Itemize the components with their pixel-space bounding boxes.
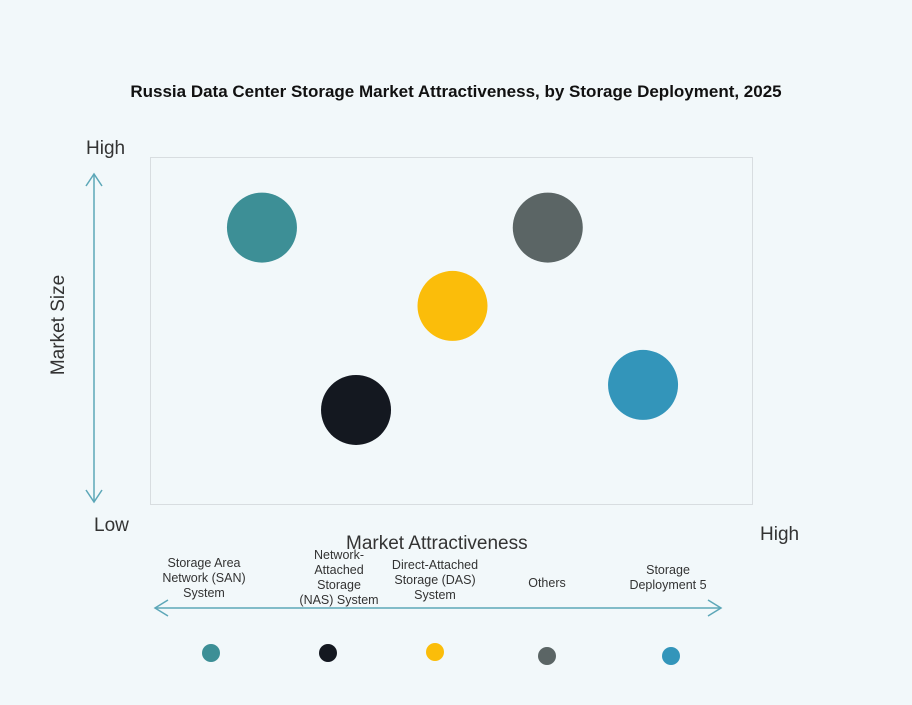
plot-area bbox=[150, 157, 753, 505]
legend-label-2: Direct-Attached Storage (DAS) System bbox=[391, 558, 479, 602]
legend-label-1: Network-Attached Storage (NAS) System bbox=[299, 548, 379, 607]
chart-title: Russia Data Center Storage Market Attrac… bbox=[130, 82, 782, 101]
legend-label-4: Storage Deployment 5 bbox=[629, 563, 707, 592]
legend-label-3: Others bbox=[528, 576, 566, 590]
x-high-label: High bbox=[760, 524, 800, 545]
y-high-label: High bbox=[86, 138, 126, 159]
bubble-3 bbox=[512, 192, 583, 263]
bubble-0 bbox=[226, 192, 297, 263]
x-low-label: Low bbox=[94, 515, 129, 536]
bubble-2 bbox=[417, 270, 488, 341]
x-axis-label: Market Attractiveness bbox=[346, 533, 528, 554]
legend-label-0: Storage Area Network (SAN) System bbox=[162, 556, 246, 600]
bubble-4 bbox=[608, 349, 679, 420]
bubble-1 bbox=[321, 374, 392, 445]
